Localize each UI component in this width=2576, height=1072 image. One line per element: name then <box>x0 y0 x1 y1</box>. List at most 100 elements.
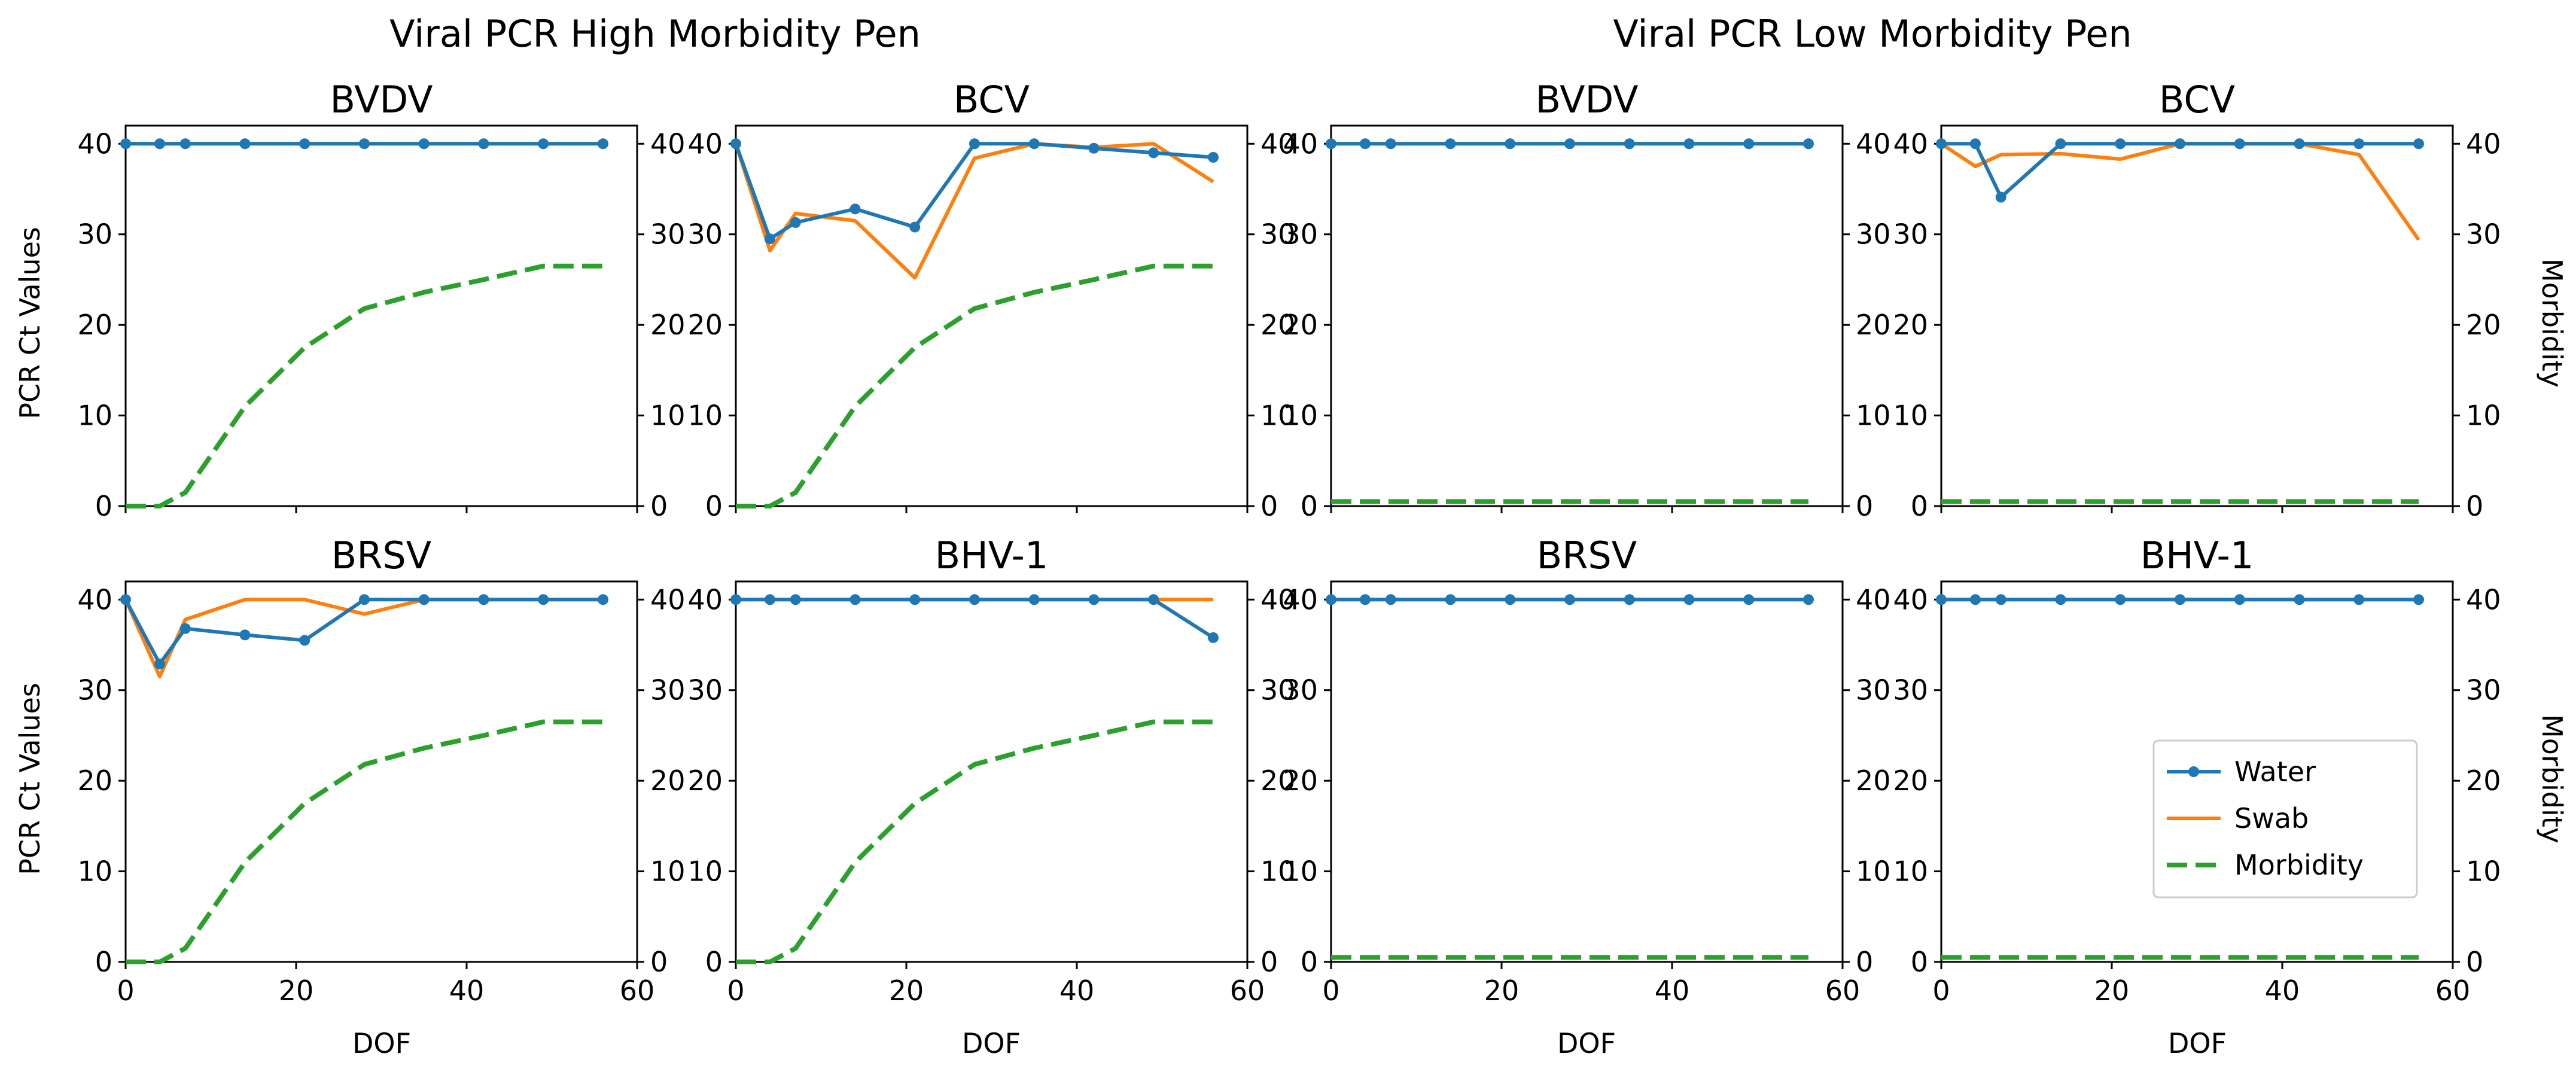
xlabel-col-1: DOF <box>962 1027 1021 1059</box>
y-tick-label: 40 <box>687 583 723 616</box>
water-point <box>1995 594 2006 605</box>
y-tick-label: 40 <box>77 127 112 160</box>
y2-tick-label: 20 <box>1260 765 1296 797</box>
y2-tick-label: 0 <box>2466 490 2483 522</box>
water-point <box>239 138 251 150</box>
y-tick-label: 10 <box>1893 855 1928 888</box>
legend: Water Swab Morbidity <box>2152 739 2418 899</box>
x-tick-label: 20 <box>2094 974 2130 1007</box>
water-point <box>1088 594 1100 605</box>
water-point <box>1803 138 1814 150</box>
y2-tick-label: 30 <box>2466 218 2501 251</box>
water-point <box>1505 594 1516 605</box>
y-tick-label: 0 <box>1301 946 1318 978</box>
y2-tick-label: 20 <box>650 309 686 341</box>
water-point <box>1564 594 1575 605</box>
x-tick-label: 60 <box>2435 974 2471 1007</box>
y2-tick-label: 30 <box>1856 674 1891 706</box>
water-point <box>1088 142 1100 154</box>
series-swab-line <box>734 142 1214 280</box>
water-point <box>1208 152 1219 163</box>
water-point <box>179 623 191 634</box>
suptitle-high-morbidity: Viral PCR High Morbidity Pen <box>389 12 921 56</box>
suptitle-low-morbidity: Viral PCR Low Morbidity Pen <box>1613 12 2132 56</box>
water-point <box>299 138 310 150</box>
water-point <box>2175 138 2185 150</box>
y-tick-label: 0 <box>1911 490 1928 522</box>
water-point <box>1208 632 1219 643</box>
water-point <box>1970 594 1981 605</box>
y-tick-label: 40 <box>1893 583 1928 616</box>
panel-7: BHV-1 0 10 20 30 40 0 10 20 30 40 0 20 40 60 <box>1893 534 2501 1007</box>
xlabel-col-3: DOF <box>2168 1027 2227 1059</box>
x-tick-label: 0 <box>117 974 134 1007</box>
x-tick-label: 40 <box>1059 974 1095 1007</box>
y2-tick-label: 20 <box>1856 309 1891 341</box>
y-tick-label: 0 <box>1301 490 1318 522</box>
water-point <box>1505 138 1516 150</box>
y2-tick-label: 30 <box>1856 218 1891 251</box>
water-point <box>1148 594 1159 605</box>
ylabel-left-bottom: PCR Ct Values <box>14 683 46 875</box>
panel-0: BVDV 0 10 20 30 40 0 10 20 30 40 <box>77 78 685 522</box>
panel-4: BRSV 0 10 20 30 40 0 10 20 30 40 0 20 40 60 <box>77 534 685 1007</box>
series-swab-line <box>124 598 603 678</box>
y-tick-label: 20 <box>1283 765 1318 797</box>
ylabel-right-top: Morbidity <box>2536 258 2568 388</box>
panel-2: BVDV 0 10 20 30 40 0 10 20 30 40 <box>1283 78 1890 522</box>
x-tick-label: 20 <box>889 974 924 1007</box>
y-tick-label: 10 <box>1893 400 1928 432</box>
y2-tick-label: 40 <box>650 583 686 616</box>
y2-tick-label: 20 <box>1260 309 1296 341</box>
y2-tick-label: 30 <box>650 218 686 251</box>
water-point <box>849 594 861 605</box>
y2-tick-label: 20 <box>2466 765 2501 797</box>
y-tick-label: 30 <box>1893 218 1928 251</box>
water-point <box>969 594 980 605</box>
water-point <box>765 233 775 245</box>
y2-tick-label: 40 <box>1856 127 1891 160</box>
water-point <box>730 594 741 605</box>
y-tick-label: 10 <box>1283 400 1318 432</box>
water-point <box>730 138 741 150</box>
water-point <box>2115 138 2126 150</box>
panel-title: BHV-1 <box>2140 534 2254 577</box>
y-tick-label: 10 <box>687 855 723 888</box>
y-tick-label: 20 <box>687 765 723 797</box>
water-point <box>1743 594 1755 605</box>
y-tick-label: 40 <box>1283 127 1318 160</box>
water-point <box>418 594 430 605</box>
y-tick-label: 20 <box>77 765 112 797</box>
panel-frame <box>1940 580 2454 963</box>
legend-box <box>2152 739 2418 899</box>
water-point <box>1683 594 1695 605</box>
xlabel-col-2: DOF <box>1557 1027 1616 1059</box>
water-point <box>2294 138 2305 150</box>
panel-frame <box>1330 124 1844 507</box>
y-tick-label: 40 <box>77 583 112 616</box>
water-point <box>1624 138 1635 150</box>
water-point <box>359 594 370 605</box>
panel-frame <box>735 124 1249 507</box>
panel-title: BVDV <box>1535 78 1638 121</box>
water-point <box>790 594 801 605</box>
y-tick-label: 40 <box>1283 583 1318 616</box>
y2-tick-label: 10 <box>2466 400 2501 432</box>
x-tick-label: 60 <box>620 974 655 1007</box>
water-point <box>790 217 801 229</box>
water-point <box>1970 138 1981 150</box>
y2-tick-label: 30 <box>2466 674 2501 706</box>
y2-tick-label: 0 <box>1260 946 1278 978</box>
y-tick-label: 20 <box>77 309 112 341</box>
water-point <box>1445 594 1456 605</box>
water-point <box>239 629 251 641</box>
water-point <box>1683 138 1695 150</box>
water-point <box>418 138 430 150</box>
y-tick-label: 20 <box>1283 309 1318 341</box>
y-tick-label: 10 <box>77 855 112 888</box>
y-tick-label: 20 <box>687 309 723 341</box>
x-tick-label: 40 <box>1655 974 1690 1007</box>
water-point <box>538 594 549 605</box>
y-tick-label: 20 <box>1893 765 1928 797</box>
